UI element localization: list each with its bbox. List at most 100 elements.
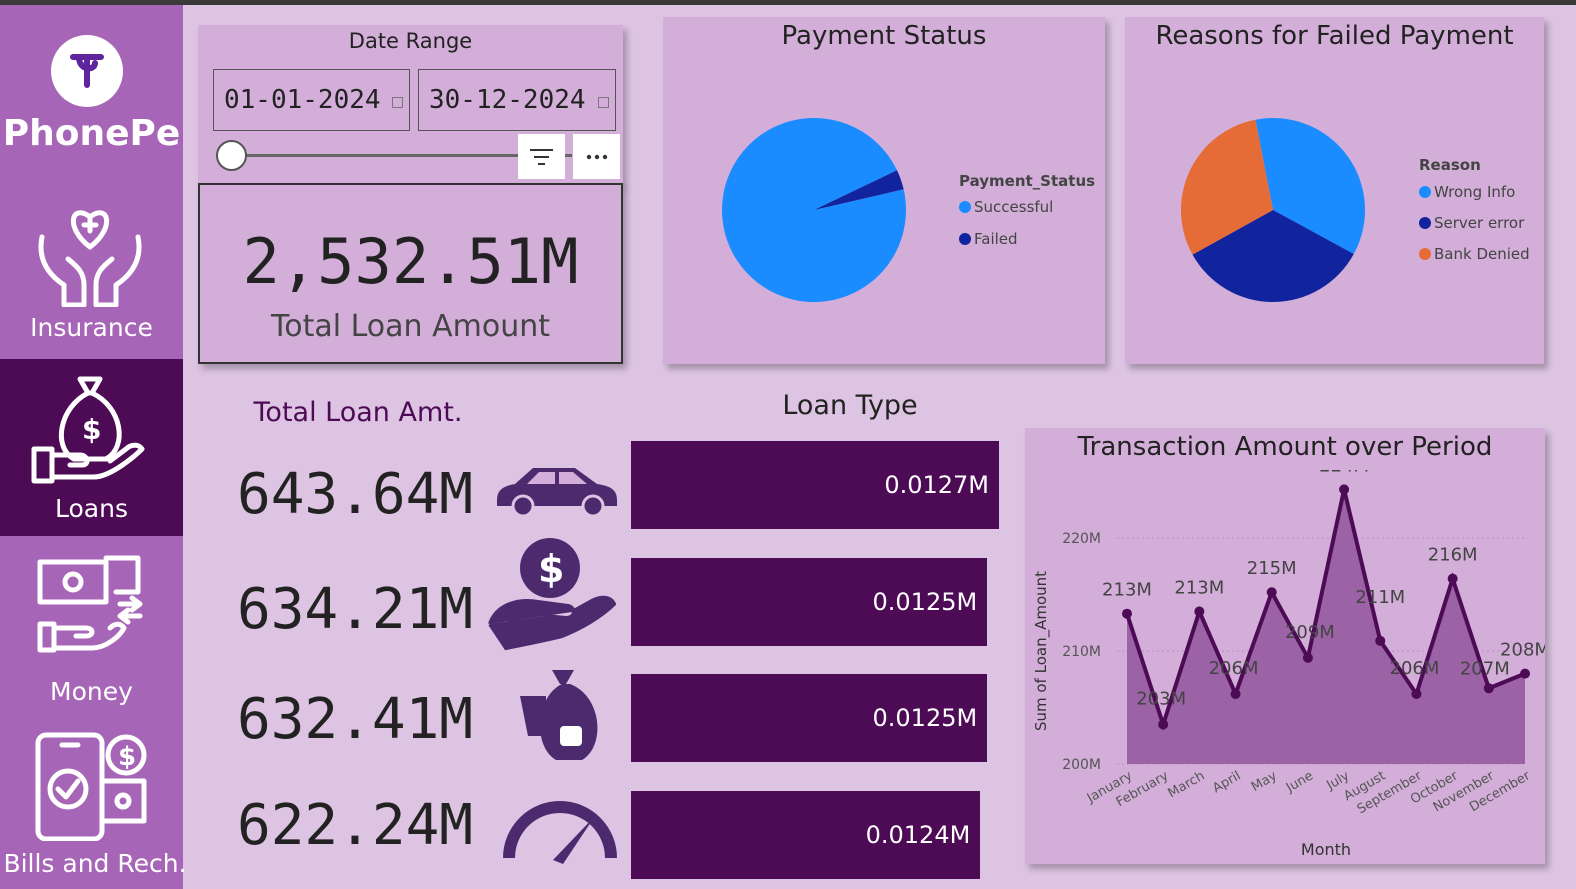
- money-bag-hand-icon: $: [30, 373, 150, 492]
- pie-slice-bank-denied[interactable]: [1181, 119, 1273, 255]
- data-point[interactable]: [1520, 668, 1530, 679]
- start-date-input[interactable]: 01-01-2024: [213, 69, 410, 131]
- data-label: 224M: [1319, 470, 1369, 476]
- window-top-bar: [0, 0, 1576, 5]
- y-tick-label: 210M: [1062, 644, 1101, 660]
- sidebar-item-loans[interactable]: $ Loans: [0, 359, 183, 536]
- sidebar-item-label: Insurance: [30, 313, 153, 342]
- legend-label: Bank Denied: [1434, 245, 1530, 263]
- total-loan-amount-value: 2,532.51M: [242, 225, 579, 298]
- data-point[interactable]: [1447, 573, 1458, 584]
- sidebar-item-label: Bills and Rech.: [3, 849, 187, 878]
- data-point[interactable]: [1375, 635, 1386, 646]
- data-label: 213M: [1102, 580, 1152, 601]
- payment-status-pie[interactable]: [721, 117, 907, 303]
- legend-title: Reason: [1419, 156, 1481, 174]
- data-point[interactable]: [1230, 688, 1241, 699]
- payment-status-card: Payment Status Payment_Status Successful…: [663, 17, 1105, 364]
- data-label: 207M: [1460, 658, 1510, 679]
- x-tick-label: March: [1166, 768, 1208, 801]
- legend-label: Wrong Info: [1434, 183, 1516, 201]
- data-point[interactable]: [1302, 652, 1313, 663]
- legend-item-failed[interactable]: Failed: [959, 230, 1018, 248]
- filter-button[interactable]: [518, 134, 565, 179]
- svg-text:$: $: [538, 547, 564, 591]
- start-date-value: 01-01-2024: [224, 85, 381, 115]
- legend-label: Server error: [1434, 214, 1525, 232]
- total-loan-amount-label: Total Loan Amount: [271, 309, 550, 344]
- more-options-icon: [586, 154, 608, 160]
- legend-item-server-error[interactable]: Server error: [1419, 214, 1524, 232]
- calendar-icon[interactable]: [598, 97, 609, 108]
- legend-label: Failed: [974, 230, 1018, 248]
- legend-marker: [1419, 186, 1431, 198]
- data-label: 208M: [1500, 640, 1545, 661]
- transaction-chart-title: Transaction Amount over Period: [1077, 432, 1493, 462]
- x-tick-label: May: [1249, 768, 1280, 795]
- loan-amount-value: 643.64M: [237, 462, 474, 527]
- car-icon: [493, 462, 621, 522]
- end-date-input[interactable]: 30-12-2024: [418, 69, 616, 131]
- data-point[interactable]: [1122, 608, 1132, 619]
- failed-reasons-title: Reasons for Failed Payment: [1155, 21, 1514, 51]
- sidebar-item-insurance[interactable]: Insurance: [0, 185, 183, 360]
- x-tick-label: June: [1283, 768, 1316, 796]
- data-label: 213M: [1174, 577, 1224, 598]
- data-point[interactable]: [1483, 683, 1494, 694]
- brand-name: PhonePe: [2, 113, 181, 154]
- data-point[interactable]: [1339, 484, 1350, 495]
- series-line[interactable]: [1125, 488, 1526, 731]
- data-point[interactable]: [1266, 587, 1277, 598]
- data-label: 216M: [1428, 545, 1478, 566]
- loan-amount-value: 634.21M: [237, 577, 474, 642]
- data-label: 206M: [1209, 658, 1259, 679]
- total-loan-amt-title: Total Loan Amt.: [253, 397, 463, 428]
- legend-item-wrong-info[interactable]: Wrong Info: [1419, 183, 1515, 201]
- loan-type-bar[interactable]: 0.0127M: [631, 441, 999, 529]
- legend-label: Successful: [974, 198, 1054, 216]
- sidebar-item-bills[interactable]: $ Bills and Rech.: [0, 721, 187, 889]
- sidebar-item-label: Loans: [55, 494, 128, 523]
- failed-reasons-card: Reasons for Failed Payment Reason Wrong …: [1125, 17, 1544, 364]
- calendar-icon[interactable]: [392, 97, 403, 108]
- failed-reasons-pie[interactable]: [1180, 117, 1366, 303]
- y-tick-label: 200M: [1062, 757, 1101, 773]
- payment-status-title: Payment Status: [781, 21, 987, 51]
- bar-data-label: 0.0125M: [872, 704, 978, 732]
- data-point[interactable]: [1158, 719, 1169, 730]
- bar-data-label: 0.0124M: [865, 821, 971, 849]
- data-point[interactable]: [1194, 606, 1205, 617]
- date-range-title: Date Range: [348, 29, 473, 53]
- x-tick-label: April: [1210, 768, 1243, 796]
- data-label: 206M: [1390, 658, 1440, 679]
- more-options-button[interactable]: [573, 134, 620, 179]
- legend-marker: [959, 201, 971, 213]
- date-range-slider-track[interactable]: [232, 154, 572, 157]
- date-range-slider-handle[interactable]: [216, 140, 247, 171]
- transaction-area-chart[interactable]: 220M210M200M213MJanuary203MFebruary213MM…: [1025, 470, 1545, 864]
- speedometer-icon: [503, 798, 617, 868]
- pie-slice-server-error[interactable]: [1192, 210, 1354, 302]
- data-label: 209M: [1285, 622, 1335, 643]
- legend-marker: [959, 233, 971, 245]
- legend-item-bank-denied[interactable]: Bank Denied: [1419, 245, 1530, 263]
- data-label: 211M: [1355, 587, 1405, 608]
- loan-type-bar[interactable]: 0.0125M: [631, 558, 988, 646]
- legend-item-successful[interactable]: Successful: [959, 198, 1053, 216]
- data-point[interactable]: [1411, 688, 1422, 699]
- svg-text:$: $: [118, 742, 136, 772]
- loan-amount-value: 622.24M: [237, 793, 474, 858]
- data-label: 215M: [1247, 558, 1297, 579]
- pie-slice-wrong-info[interactable]: [1255, 118, 1365, 255]
- loan-type-title: Loan Type: [782, 390, 918, 421]
- sidebar-item-money[interactable]: Money: [0, 536, 183, 721]
- loan-type-bar[interactable]: 0.0125M: [631, 674, 988, 762]
- pie-slice-failed[interactable]: [814, 170, 904, 210]
- y-tick-label: 220M: [1062, 531, 1101, 547]
- phonepe-logo-icon[interactable]: [51, 35, 123, 107]
- legend-marker: [1419, 248, 1431, 260]
- loan-type-bar[interactable]: 0.0124M: [631, 791, 981, 879]
- pie-slice-successful[interactable]: [722, 117, 906, 302]
- y-axis-label: Sum of Loan_Amount: [1032, 571, 1051, 731]
- legend-title: Payment_Status: [959, 172, 1096, 190]
